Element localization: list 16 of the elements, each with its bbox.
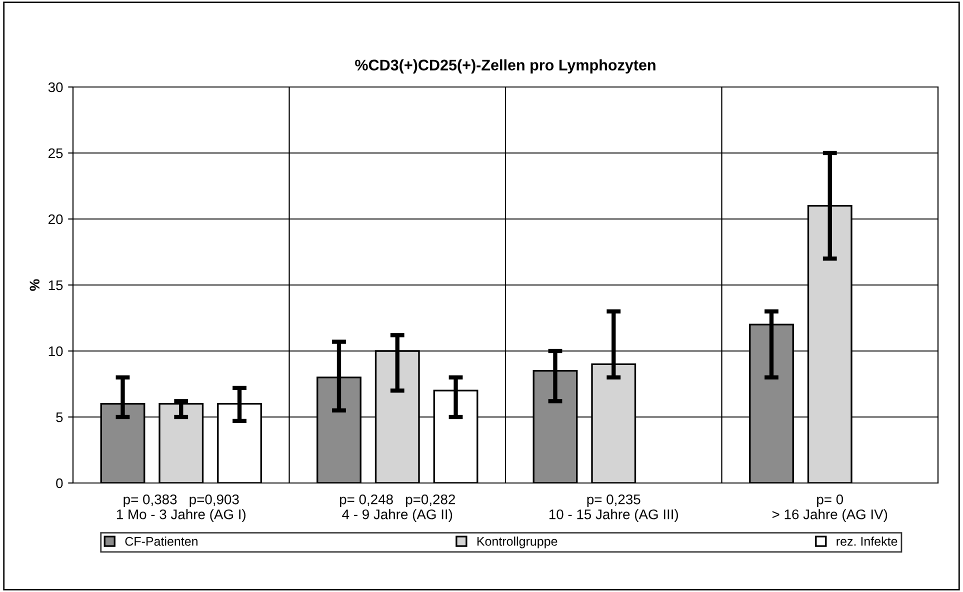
legend-label: rez. Infekte — [836, 536, 898, 546]
y-tick-label: 20 — [48, 214, 63, 224]
y-tick-label: 5 — [56, 412, 63, 422]
x-tick-label: p= 0,248 p=0,282 4 - 9 Jahre (AG II) — [340, 494, 455, 522]
y-tick-label: 25 — [48, 148, 63, 158]
x-tick-label: p= 0 > 16 Jahre (AG IV) — [772, 494, 888, 522]
y-tick-label: 15 — [48, 280, 63, 290]
y-axis-title: % — [30, 279, 40, 291]
legend-label: CF-Patienten — [125, 536, 198, 546]
x-tick-label: p= 0,383 p=0,903 1 Mo - 3 Jahre (AG I) — [116, 494, 246, 522]
legend-label: Kontrollgruppe — [477, 536, 558, 548]
y-tick-label: 10 — [48, 346, 63, 356]
chart-title: %CD3(+)CD25(+)-Zellen pro Lymphozyten — [355, 59, 656, 74]
y-tick-label: 30 — [48, 82, 63, 92]
y-tick-label: 0 — [56, 478, 63, 488]
x-tick-label: p= 0,235 10 - 15 Jahre (AG III) — [549, 494, 678, 522]
